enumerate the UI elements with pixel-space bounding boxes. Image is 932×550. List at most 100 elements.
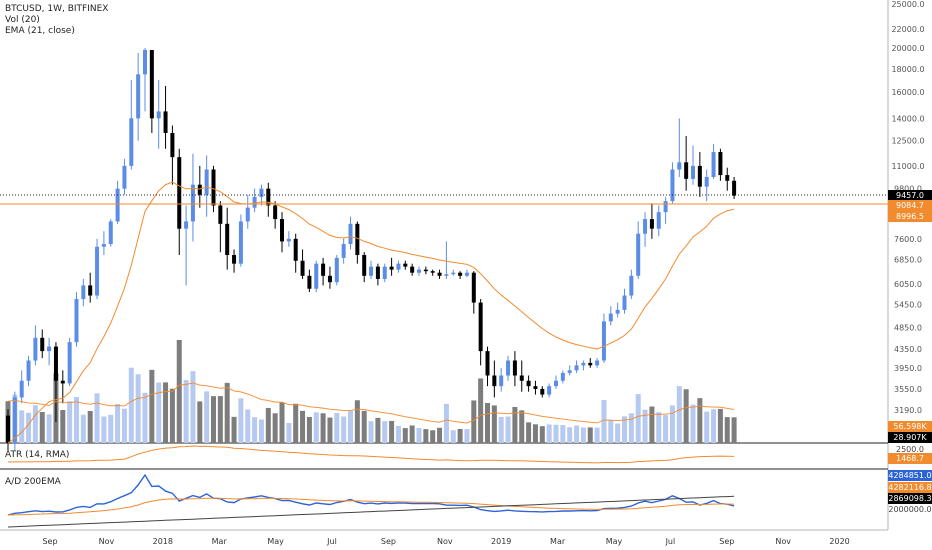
volume-bar [94, 393, 100, 443]
price-tick-label: 20000.0 [891, 44, 924, 53]
ema-marker-a: 9084.7 [888, 200, 932, 211]
volume-bar [615, 423, 621, 443]
candle-body [684, 162, 689, 179]
candle-body [12, 397, 17, 443]
price-tick-label: 6850.0 [894, 255, 922, 264]
candle-body [252, 196, 257, 208]
time-tick-label: Nov [437, 537, 453, 546]
candle-body [649, 219, 654, 229]
volume-bar [149, 369, 155, 443]
candle-body [122, 165, 127, 189]
candle-body [547, 386, 552, 395]
ad-tick-label: 2000000.0 [888, 505, 932, 514]
volume-bar [183, 380, 189, 443]
volume-bar [553, 424, 559, 443]
ad-title: A/D 200EMA [5, 477, 61, 487]
volume-bar [505, 416, 511, 443]
volume-bar [622, 416, 627, 443]
volume-bar [478, 378, 484, 443]
candle-body [33, 337, 38, 361]
volume-bar [39, 412, 45, 443]
time-tick-label: Mar [212, 537, 228, 546]
time-axis: Sep Nov 2018 Mar May Jul Sep Nov 2019 Mar May Jul Se… [42, 537, 849, 546]
volume-bar [300, 410, 306, 443]
candle-body [567, 370, 572, 373]
candle-body [273, 205, 278, 220]
candle-body [396, 263, 401, 270]
price-tick-label: 4350.0 [894, 345, 922, 354]
candle-body [732, 180, 737, 196]
volume-bar [101, 416, 107, 443]
candle-body [143, 49, 147, 75]
time-tick-label: Sep [42, 537, 57, 546]
candle-body [190, 184, 195, 222]
volume-bar [341, 416, 347, 443]
volume-bar [265, 407, 271, 443]
candle-body [362, 255, 367, 276]
volume-bar [46, 414, 52, 443]
volume-bar [423, 429, 429, 443]
candle-body [526, 380, 531, 387]
volume-bar [197, 401, 203, 443]
candle-body [341, 244, 346, 258]
ad-marker-b: 4282116.8 [888, 482, 932, 493]
candle-body [26, 360, 31, 381]
volume-bar [115, 403, 121, 443]
candle-body [149, 49, 154, 119]
candle-body [60, 380, 65, 384]
volume-bar [204, 391, 210, 443]
volume-bar [80, 414, 86, 443]
candle-body [40, 337, 45, 352]
volume-bar [635, 394, 641, 443]
atr-line [7, 445, 735, 464]
candle-body [369, 266, 374, 276]
volume-bar [26, 412, 32, 443]
volume-bar [409, 425, 415, 443]
price-tick-label: 5450.0 [894, 300, 922, 309]
candle-body [67, 342, 72, 384]
candle-body [697, 165, 702, 187]
ad-marker-c: 2869098.3 [888, 493, 932, 504]
volume-bar [176, 340, 182, 443]
volume-bar [395, 425, 401, 443]
candle-body [643, 219, 648, 234]
candle-body [382, 266, 387, 279]
candle-body [88, 285, 93, 296]
candle-body [451, 272, 456, 275]
time-tick-label: 2018 [153, 537, 173, 546]
time-tick-label: 2020 [829, 537, 849, 546]
volume-bar [306, 416, 312, 443]
volume-bar [437, 427, 443, 443]
candle-body [225, 223, 230, 256]
volume-bar [402, 428, 408, 443]
volume-bar [649, 406, 655, 443]
candle-body [307, 275, 312, 289]
volume-bar [368, 421, 374, 443]
candle-body [218, 205, 223, 224]
volume-bar [491, 405, 497, 443]
volume-bar [19, 410, 25, 443]
candle-body [629, 275, 634, 296]
candle-body [437, 272, 442, 276]
volume-bar [457, 428, 463, 443]
candle-body [211, 169, 216, 206]
volume-bar [142, 392, 148, 443]
candle-body [184, 221, 189, 229]
volume-bar [135, 374, 141, 443]
volume-bar [608, 420, 614, 443]
price-tick-label: 7600.0 [894, 235, 922, 244]
time-tick-label: Sep [719, 537, 734, 546]
volume-bar [560, 425, 566, 443]
candle-body [601, 321, 606, 361]
candle-body [108, 221, 113, 245]
candle-body [677, 162, 682, 170]
volume-bar [313, 412, 319, 443]
price-tick-label: 11000.0 [891, 162, 924, 171]
volume-bar [519, 410, 525, 443]
volume-bar [676, 386, 682, 443]
candle-body [355, 223, 360, 256]
candle-body [512, 360, 517, 376]
volume-bar [485, 403, 490, 443]
volume-ma-line [7, 382, 735, 424]
candle-body [286, 238, 291, 242]
